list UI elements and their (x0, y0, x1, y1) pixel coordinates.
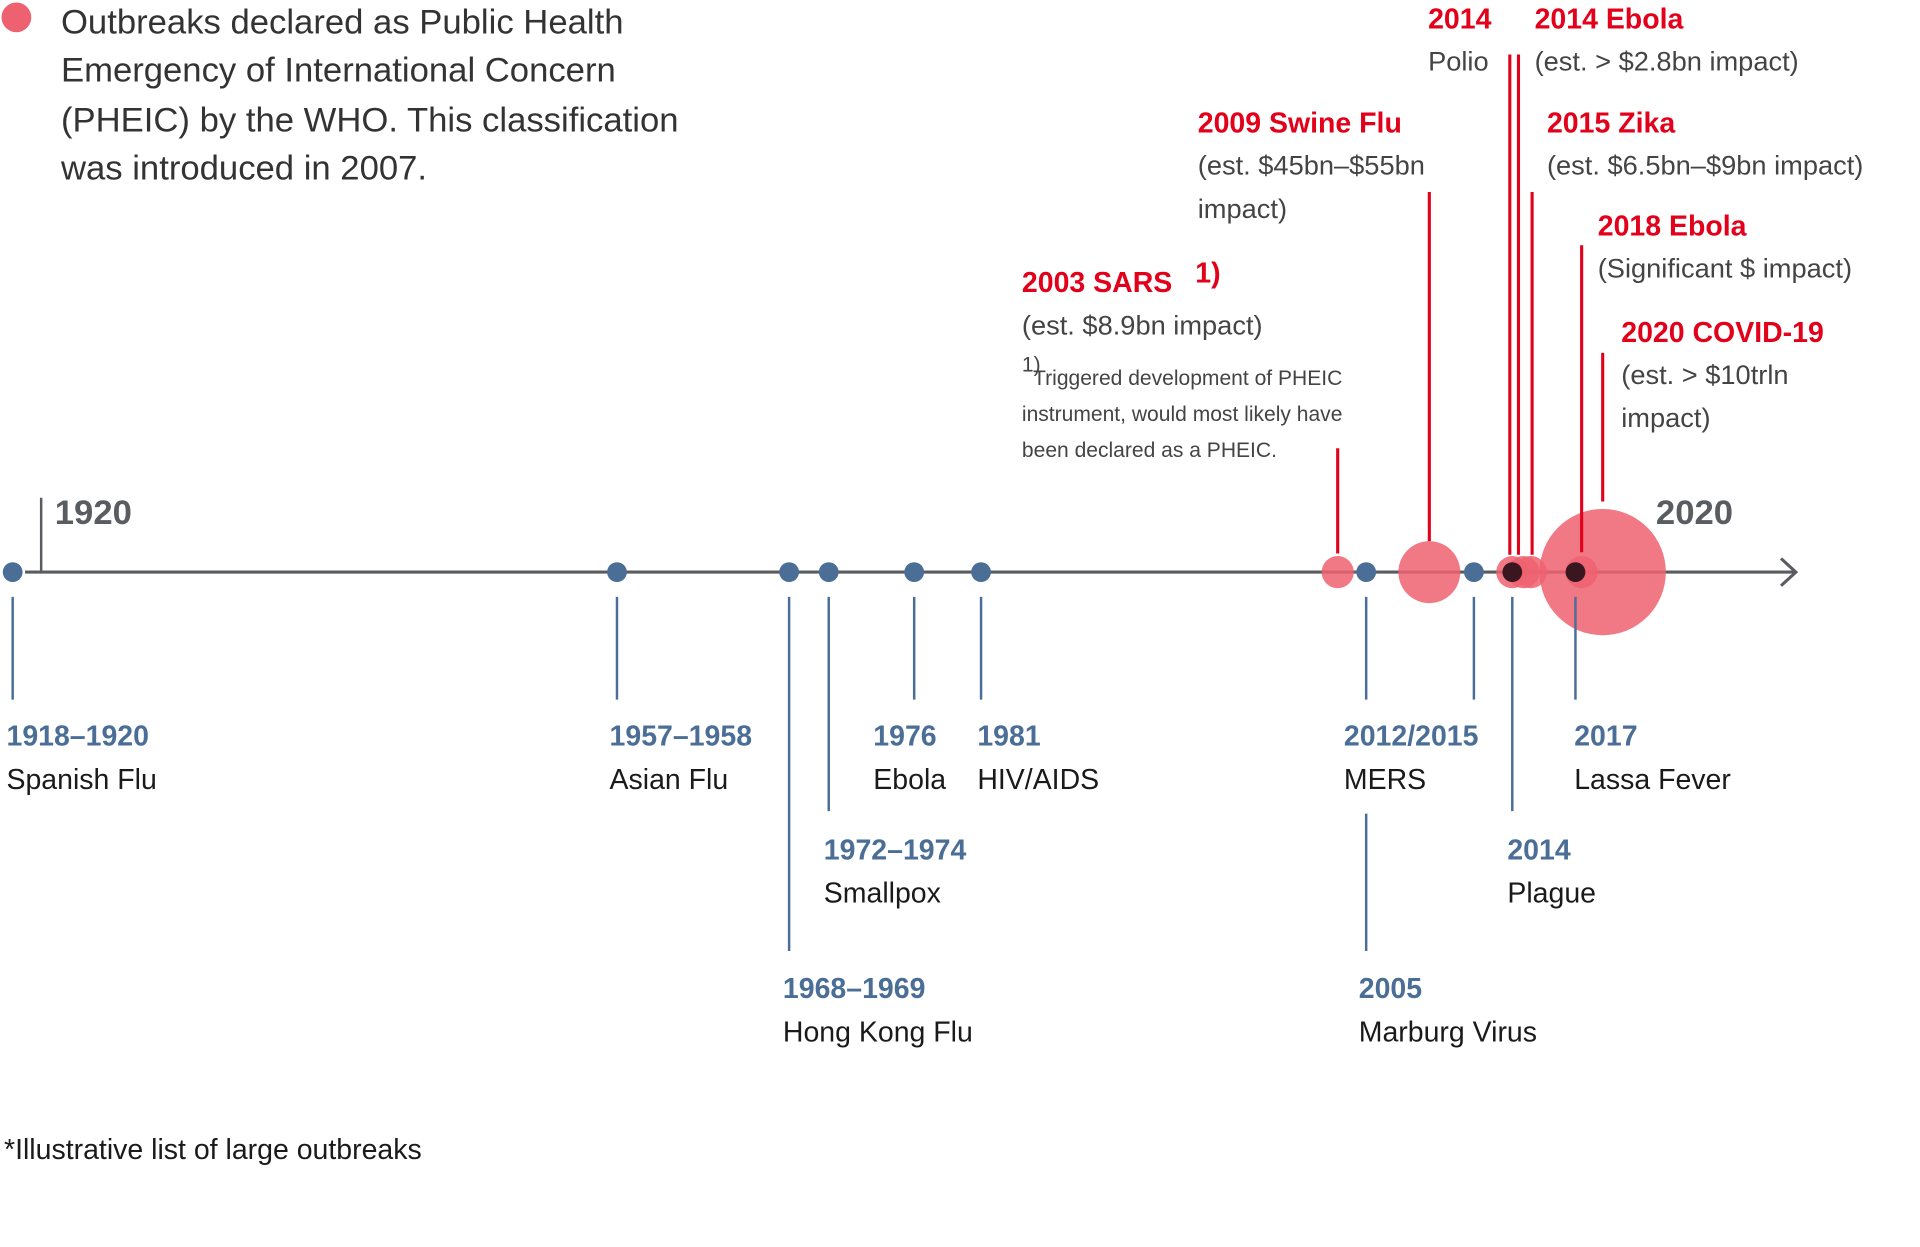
outbreak-dot (818, 562, 839, 583)
outbreak-name: Plague (1507, 878, 1596, 910)
outbreak-year: 1976 (873, 720, 936, 752)
legend-line: Emergency of International Concern (61, 52, 616, 90)
pheic-impact: impact) (1621, 402, 1710, 433)
pheic-impact: (est. $6.5bn–$9bn impact) (1547, 150, 1863, 181)
outbreak-year: 2017 (1574, 720, 1637, 752)
outbreak-dot (904, 562, 925, 583)
pheic-impact: (est. > $10trln (1621, 359, 1788, 390)
legend-line: (PHEIC) by the WHO. This classification (61, 101, 679, 139)
legend: Outbreaks declared as Public Health Emer… (1, 2, 679, 188)
legend-line: Outbreaks declared as Public Health (61, 3, 624, 41)
legend-dot (1, 2, 32, 33)
pheic-impact: Polio (1428, 46, 1489, 77)
outbreak-name: Ebola (873, 764, 946, 796)
outbreak-name: Spanish Flu (6, 764, 156, 796)
pheic-title: 2009 Swine Flu (1198, 108, 1402, 140)
pheic-bubble (1398, 541, 1461, 604)
pheic-impact: (est. $8.9bn impact) (1022, 309, 1263, 340)
footnote-line: been declared as a PHEIC. (1022, 439, 1277, 462)
pheic-impact: (Significant $ impact) (1598, 252, 1852, 283)
pheic-title: 2020 COVID-19 (1621, 317, 1824, 349)
axis-arrow (1779, 557, 1799, 587)
outbreak-dot (2, 562, 23, 583)
outbreak-dot (779, 562, 800, 583)
axis-start-label: 1920 (55, 494, 132, 532)
outbreak-name: Hong Kong Flu (783, 1016, 973, 1048)
outbreak-name: HIV/AIDS (977, 764, 1099, 796)
outbreak-year: 2005 (1359, 973, 1422, 1005)
pheic-title: 2003 SARS (1022, 267, 1172, 299)
axis-end-label: 2020 (1656, 494, 1733, 532)
pheic-impact: impact) (1198, 193, 1287, 224)
footer-note: *Illustrative list of large outbreaks (4, 1134, 422, 1166)
outbreak-year: 1981 (977, 720, 1040, 752)
footnote-marker: 1) (1022, 353, 1041, 376)
pheic-bubble (1539, 508, 1666, 636)
pheic-impact: (est. $45bn–$55bn (1198, 150, 1425, 181)
outbreak-dot (971, 562, 991, 583)
outbreak-year: 2014 (1507, 834, 1570, 866)
outbreak-name: Lassa Fever (1574, 764, 1731, 796)
outbreak-name: Marburg Virus (1359, 1016, 1537, 1048)
outbreak-dot (607, 562, 627, 583)
pheic-bubble (1514, 556, 1547, 589)
legend-line: was introduced in 2007. (60, 150, 427, 188)
pheic-title: 2018 Ebola (1598, 210, 1748, 242)
outbreak-name: Smallpox (824, 878, 941, 910)
outbreak-dot (1464, 562, 1484, 583)
outbreak-dot (1502, 562, 1523, 583)
outbreak-year: 1968–1969 (783, 973, 925, 1005)
pheic-title: 2015 Zika (1547, 108, 1676, 140)
outbreak-year: 2012/2015 (1344, 720, 1479, 752)
pheic-title: 2014 (1428, 3, 1491, 35)
outbreak-dot (1356, 562, 1377, 583)
outbreak-year: 1918–1920 (6, 720, 149, 752)
outbreak-name: MERS (1344, 764, 1426, 796)
pheic-bubble (1321, 556, 1354, 589)
pheic-impact: (est. > $2.8bn impact) (1535, 46, 1799, 77)
outbreak-year: 1972–1974 (824, 834, 967, 866)
footnote-line: instrument, would most likely have (1022, 403, 1343, 426)
outbreak-year: 1957–1958 (610, 720, 753, 752)
footnote-line: Triggered development of PHEIC (1033, 367, 1342, 390)
pheic-superscript: 1) (1195, 257, 1220, 289)
pheic-title: 2014 Ebola (1535, 3, 1685, 35)
outbreak-name: Asian Flu (610, 764, 729, 796)
outbreak-dot (1565, 562, 1586, 583)
